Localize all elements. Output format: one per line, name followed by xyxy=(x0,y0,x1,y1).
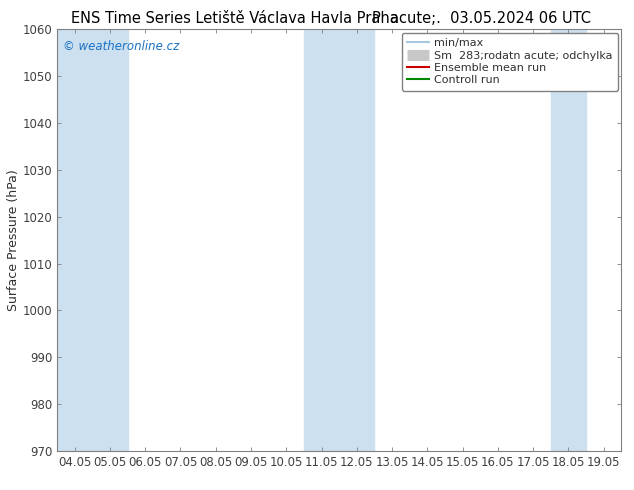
Text: P  acute;.  03.05.2024 06 UTC: P acute;. 03.05.2024 06 UTC xyxy=(372,11,592,26)
Text: © weatheronline.cz: © weatheronline.cz xyxy=(63,40,179,53)
Text: ENS Time Series Letiště Václava Havla Praha: ENS Time Series Letiště Václava Havla Pr… xyxy=(71,11,398,26)
Bar xyxy=(57,29,127,451)
Y-axis label: Surface Pressure (hPa): Surface Pressure (hPa) xyxy=(7,169,20,311)
Legend: min/max, Sm  283;rodatn acute; odchylka, Ensemble mean run, Controll run: min/max, Sm 283;rodatn acute; odchylka, … xyxy=(402,33,618,91)
Bar xyxy=(304,29,375,451)
Bar xyxy=(551,29,586,451)
